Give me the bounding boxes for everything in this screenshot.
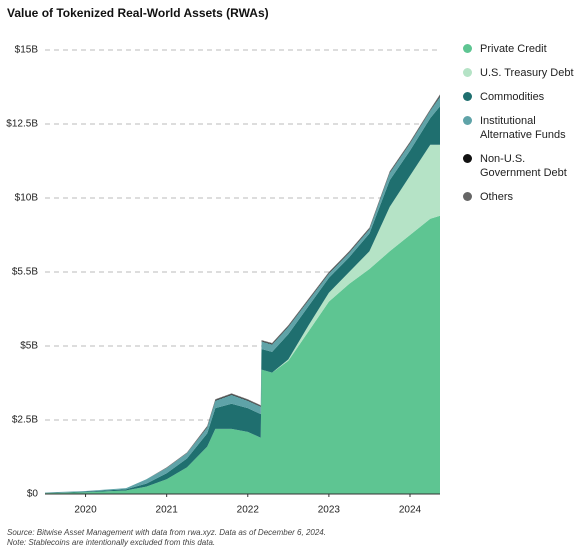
- legend: Private Credit U.S. Treasury Debt Commodit…: [463, 42, 583, 214]
- legend-item: Private Credit: [463, 42, 583, 56]
- legend-item: Commodities: [463, 90, 583, 104]
- legend-item: Non-U.S. Government Debt: [463, 152, 583, 180]
- chart-title: Value of Tokenized Real-World Assets (RW…: [7, 6, 269, 20]
- legend-swatch: [463, 192, 472, 201]
- legend-swatch: [463, 92, 472, 101]
- legend-label: Institutional Alternative Funds: [480, 115, 566, 141]
- source: Source: Bitwise Asset Management with da…: [7, 528, 326, 537]
- x-tick-label: 2024: [399, 505, 422, 516]
- legend-label: Non-U.S. Government Debt: [480, 153, 567, 179]
- legend-label: Private Credit: [480, 43, 547, 55]
- note: Note: Stablecoins are intentionally excl…: [7, 538, 216, 547]
- legend-label: U.S. Treasury Debt: [480, 67, 574, 79]
- y-tick-label: $2.5B: [12, 415, 38, 426]
- area: [45, 215, 440, 494]
- legend-label: Commodities: [480, 91, 545, 103]
- y-tick-label: $12.5B: [6, 119, 38, 130]
- x-tick-label: 2023: [318, 505, 341, 516]
- y-tick-label: $10B: [15, 193, 39, 204]
- x-tick-label: 2022: [237, 505, 260, 516]
- legend-item: Institutional Alternative Funds: [463, 114, 583, 142]
- legend-swatch: [463, 68, 472, 77]
- legend-swatch: [463, 44, 472, 53]
- y-tick-label: $15B: [15, 45, 39, 56]
- legend-swatch: [463, 116, 472, 125]
- x-tick-label: 2021: [156, 505, 179, 516]
- legend-swatch: [463, 154, 472, 163]
- y-tick-label: $0: [27, 489, 39, 500]
- area: [45, 106, 440, 494]
- y-tick-label: $5.5B: [12, 267, 38, 278]
- legend-item: Others: [463, 190, 583, 204]
- y-tick-label: $5B: [20, 341, 38, 352]
- x-tick-label: 2020: [74, 505, 97, 516]
- legend-item: U.S. Treasury Debt: [463, 66, 583, 80]
- legend-label: Others: [480, 191, 514, 203]
- notes: Source: Bitwise Asset Management with da…: [7, 528, 326, 548]
